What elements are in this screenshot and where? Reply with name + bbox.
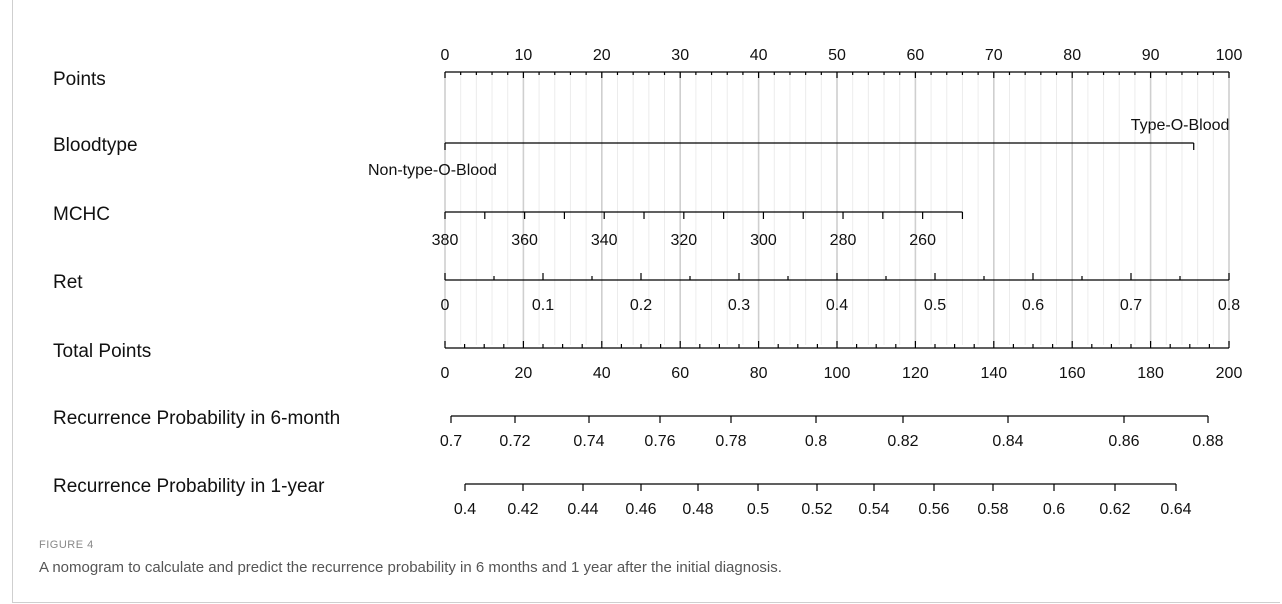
prob-1-year-tick-label: 0.46 xyxy=(625,501,656,518)
points-axis-tick-label: 90 xyxy=(1142,47,1160,64)
grid-lines xyxy=(444,72,1230,345)
points-axis-tick-label: 0 xyxy=(441,47,450,64)
prob-6-month-tick-label: 0.8 xyxy=(805,433,827,450)
points-axis-tick-label: 50 xyxy=(828,47,846,64)
nomogram-axes: 0 10 20 30 40 50 60 70 80 90 100 Non-type-O-Blood Ty… xyxy=(368,47,1242,518)
bloodtype-level-label: Type-O-Blood xyxy=(1131,117,1230,134)
points-axis-tick-label: 10 xyxy=(515,47,533,64)
total-points-tick-label: 160 xyxy=(1059,365,1086,382)
prob-1-year-tick-label: 0.48 xyxy=(682,501,713,518)
prob-1-year-tick-label: 0.64 xyxy=(1160,501,1191,518)
nomogram-chart: 0 10 20 30 40 50 60 70 80 90 100 Non-type-O-Blood Ty… xyxy=(53,47,1242,518)
mchc-tick-label: 300 xyxy=(750,232,777,249)
ret-tick-label: 0.7 xyxy=(1120,297,1142,314)
total-points-tick-label: 120 xyxy=(902,365,929,382)
prob-6-month-tick-label: 0.86 xyxy=(1108,433,1139,450)
mchc-tick-label: 340 xyxy=(591,232,618,249)
figure-frame xyxy=(12,0,1280,603)
mchc-tick-label: 260 xyxy=(909,232,936,249)
mchc-tick-label: 380 xyxy=(432,232,459,249)
total-points-tick-label: 20 xyxy=(515,365,533,382)
prob-6-month-tick-label: 0.76 xyxy=(644,433,675,450)
total-points-tick-label: 180 xyxy=(1137,365,1164,382)
total-points-tick-label: 0 xyxy=(441,365,450,382)
total-points-tick-label: 40 xyxy=(593,365,611,382)
prob-1-year-tick-label: 0.62 xyxy=(1099,501,1130,518)
prob-1-year-tick-label: 0.56 xyxy=(918,501,949,518)
points-axis-tick-label: 70 xyxy=(985,47,1003,64)
prob-6-month-tick-label: 0.72 xyxy=(499,433,530,450)
points-axis-tick-label: 30 xyxy=(671,47,689,64)
ret-tick-label: 0.6 xyxy=(1022,297,1044,314)
ret-tick-label: 0.8 xyxy=(1218,297,1240,314)
points-axis-tick-label: 60 xyxy=(907,47,925,64)
row-label-prob-6-month: Recurrence Probability in 6-month xyxy=(53,408,340,429)
points-axis-tick-label: 20 xyxy=(593,47,611,64)
prob-1-year-tick-label: 0.54 xyxy=(858,501,889,518)
prob-1-year-tick-label: 0.4 xyxy=(454,501,476,518)
ret-tick-label: 0.5 xyxy=(924,297,946,314)
row-label-total-points: Total Points xyxy=(53,341,151,362)
mchc-tick-label: 360 xyxy=(511,232,538,249)
row-labels: Points Bloodtype MCHC Ret Total Points Recurr… xyxy=(53,69,340,497)
row-label-points: Points xyxy=(53,69,106,90)
prob-1-year-tick-label: 0.42 xyxy=(507,501,538,518)
prob-6-month-tick-label: 0.82 xyxy=(887,433,918,450)
total-points-tick-label: 60 xyxy=(671,365,689,382)
ret-tick-label: 0.2 xyxy=(630,297,652,314)
figure-label: FIGURE 4 xyxy=(39,539,94,551)
prob-6-month-tick-label: 0.88 xyxy=(1192,433,1223,450)
ret-tick-label: 0.4 xyxy=(826,297,848,314)
total-points-tick-label: 80 xyxy=(750,365,768,382)
prob-6-month-tick-label: 0.7 xyxy=(440,433,462,450)
row-label-mchc: MCHC xyxy=(53,204,110,225)
ret-tick-label: 0.3 xyxy=(728,297,750,314)
points-axis-tick-label: 40 xyxy=(750,47,768,64)
prob-6-month-tick-label: 0.74 xyxy=(573,433,604,450)
prob-1-year-tick-label: 0.5 xyxy=(747,501,769,518)
mchc-tick-label: 280 xyxy=(830,232,857,249)
prob-6-month-tick-label: 0.78 xyxy=(715,433,746,450)
total-points-tick-label: 140 xyxy=(980,365,1007,382)
prob-1-year-tick-label: 0.52 xyxy=(801,501,832,518)
total-points-tick-label: 200 xyxy=(1216,365,1243,382)
points-axis-tick-label: 80 xyxy=(1063,47,1081,64)
ret-tick-label: 0 xyxy=(441,297,450,314)
ret-tick-label: 0.1 xyxy=(532,297,554,314)
points-axis-tick-label: 100 xyxy=(1216,47,1243,64)
prob-1-year-tick-label: 0.6 xyxy=(1043,501,1065,518)
mchc-tick-label: 320 xyxy=(670,232,697,249)
row-label-prob-1-year: Recurrence Probability in 1-year xyxy=(53,476,325,497)
bloodtype-level-label: Non-type-O-Blood xyxy=(368,162,497,179)
row-label-ret: Ret xyxy=(53,272,83,293)
row-label-bloodtype: Bloodtype xyxy=(53,135,138,156)
prob-1-year-tick-label: 0.44 xyxy=(567,501,598,518)
total-points-tick-label: 100 xyxy=(824,365,851,382)
figure-caption: A nomogram to calculate and predict the … xyxy=(39,559,782,576)
prob-1-year-tick-label: 0.58 xyxy=(977,501,1008,518)
prob-6-month-tick-label: 0.84 xyxy=(992,433,1023,450)
